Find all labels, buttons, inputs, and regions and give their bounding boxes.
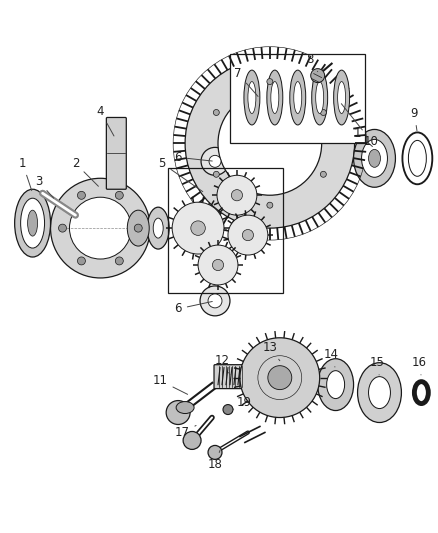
Bar	[230, 54, 364, 143]
Ellipse shape	[334, 70, 350, 125]
Text: 5: 5	[159, 157, 203, 192]
Circle shape	[217, 175, 257, 215]
Circle shape	[208, 294, 222, 308]
Ellipse shape	[368, 149, 381, 167]
Circle shape	[208, 446, 222, 459]
Text: 17: 17	[175, 425, 196, 439]
Circle shape	[134, 224, 142, 232]
Ellipse shape	[28, 210, 38, 236]
Ellipse shape	[294, 82, 302, 114]
Ellipse shape	[353, 130, 396, 187]
Circle shape	[115, 257, 124, 265]
Ellipse shape	[21, 198, 45, 248]
Ellipse shape	[248, 82, 256, 114]
Text: 8: 8	[306, 53, 318, 71]
Circle shape	[212, 260, 223, 271]
Circle shape	[228, 215, 268, 255]
Circle shape	[320, 109, 326, 116]
Text: 12: 12	[215, 354, 230, 375]
Ellipse shape	[70, 197, 131, 259]
FancyBboxPatch shape	[214, 365, 246, 389]
Text: 18: 18	[208, 450, 223, 471]
Ellipse shape	[14, 189, 50, 257]
Ellipse shape	[338, 82, 346, 114]
Circle shape	[183, 432, 201, 449]
Ellipse shape	[327, 370, 345, 399]
Circle shape	[201, 148, 229, 175]
Circle shape	[223, 405, 233, 415]
Circle shape	[198, 245, 238, 285]
Circle shape	[242, 230, 254, 241]
Ellipse shape	[147, 207, 169, 249]
Text: 6: 6	[174, 302, 212, 316]
Text: 1: 1	[354, 127, 372, 147]
Ellipse shape	[176, 401, 194, 414]
Ellipse shape	[318, 359, 353, 410]
Ellipse shape	[290, 70, 306, 125]
Text: 14: 14	[324, 348, 339, 367]
Text: 15: 15	[370, 356, 385, 375]
Circle shape	[78, 191, 85, 199]
Circle shape	[311, 69, 325, 83]
Circle shape	[59, 224, 67, 232]
Text: 16: 16	[412, 356, 427, 375]
Circle shape	[213, 171, 219, 177]
Ellipse shape	[357, 362, 401, 423]
Circle shape	[218, 92, 321, 195]
Circle shape	[267, 202, 273, 208]
Circle shape	[185, 59, 355, 228]
Bar	[168, 168, 283, 293]
Text: 2: 2	[72, 157, 99, 187]
Text: 7: 7	[234, 67, 258, 96]
Text: 19: 19	[233, 396, 251, 409]
Circle shape	[231, 190, 243, 201]
Ellipse shape	[267, 70, 283, 125]
FancyBboxPatch shape	[106, 117, 126, 189]
Ellipse shape	[127, 210, 149, 246]
Ellipse shape	[312, 70, 328, 125]
Circle shape	[209, 155, 221, 167]
Text: 1: 1	[19, 157, 32, 191]
Text: 3: 3	[35, 175, 54, 198]
Circle shape	[191, 221, 205, 236]
Circle shape	[166, 401, 190, 424]
Text: 9: 9	[411, 107, 418, 131]
Circle shape	[200, 286, 230, 316]
Text: 10: 10	[341, 104, 379, 148]
Circle shape	[268, 366, 292, 390]
Ellipse shape	[316, 82, 324, 114]
Circle shape	[115, 191, 124, 199]
Ellipse shape	[153, 218, 163, 238]
Ellipse shape	[271, 82, 279, 114]
Ellipse shape	[368, 377, 390, 409]
Ellipse shape	[50, 178, 150, 278]
Text: 4: 4	[97, 105, 114, 136]
Text: 13: 13	[262, 341, 280, 361]
Circle shape	[213, 109, 219, 116]
Circle shape	[78, 257, 85, 265]
Circle shape	[320, 171, 326, 177]
Ellipse shape	[361, 140, 388, 177]
Circle shape	[240, 338, 320, 417]
Circle shape	[172, 202, 224, 254]
Circle shape	[267, 78, 273, 85]
Text: 6: 6	[174, 151, 212, 164]
Text: 11: 11	[153, 374, 187, 394]
Ellipse shape	[244, 70, 260, 125]
